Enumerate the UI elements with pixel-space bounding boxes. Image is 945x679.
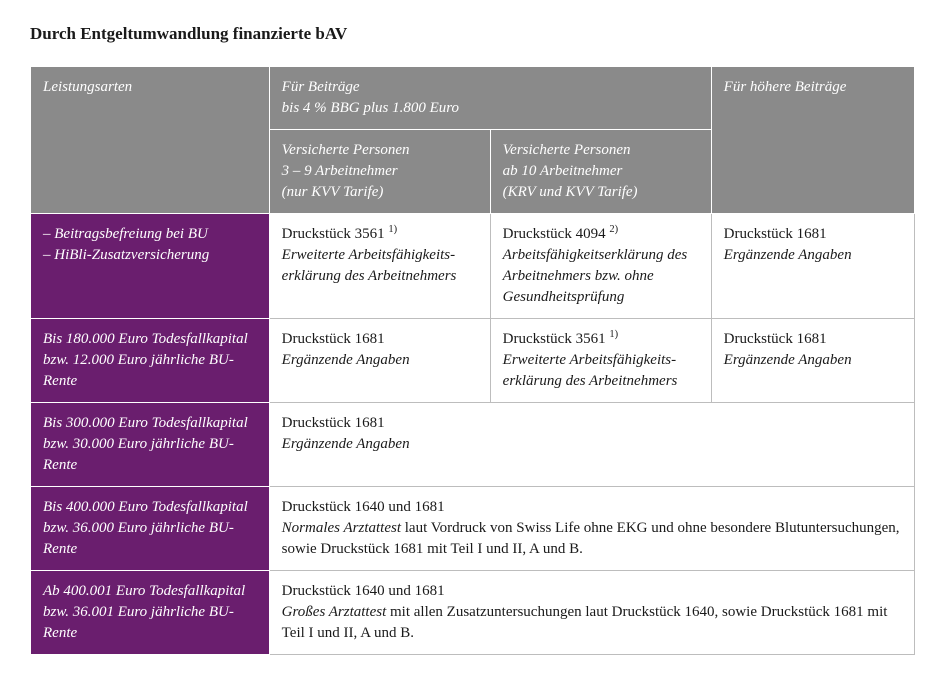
row-label: Bis 180.000 Euro Todesfall­kapital bzw. …: [31, 319, 270, 403]
table-row: Bis 300.000 Euro Todesfall­kapital bzw. …: [31, 403, 915, 487]
data-cell: Druckstück 1681Ergänzende Angaben: [711, 319, 914, 403]
data-cell: Druckstück 3561 1)Erweiterte Arbeitsfähi…: [490, 319, 711, 403]
data-cell: Druckstück 1681Ergänzende Angaben: [711, 214, 914, 319]
data-cell: Druckstück 3561 1)Erweiterte Arbeitsfähi…: [269, 214, 490, 319]
merged-cell: Druckstück 1681Ergänzende Angaben: [269, 403, 914, 487]
row-label: Bis 400.000 Euro Todesfall­kapital bzw. …: [31, 487, 270, 571]
row-label: – Beitragsbefreiung bei BU– HiBli-Zusatz…: [31, 214, 270, 319]
table-row: Bis 400.000 Euro Todesfall­kapital bzw. …: [31, 487, 915, 571]
data-cell: Druckstück 4094 2)Arbeitsfähigkeitserklä…: [490, 214, 711, 319]
table-body: – Beitragsbefreiung bei BU– HiBli-Zusatz…: [31, 214, 915, 655]
header-group1: Für Beiträgebis 4 % BBG plus 1.800 Euro: [269, 67, 711, 130]
bav-table: Leistungsarten Für Beiträgebis 4 % BBG p…: [30, 66, 915, 655]
row-label: Bis 300.000 Euro Todesfall­kapital bzw. …: [31, 403, 270, 487]
data-cell: Druckstück 1681Ergänzende Angaben: [269, 319, 490, 403]
table-row: – Beitragsbefreiung bei BU– HiBli-Zusatz…: [31, 214, 915, 319]
header-sub1: Versicherte Personen3 – 9 Arbeitnehmer(n…: [269, 130, 490, 214]
merged-cell: Druckstück 1640 und 1681Normales Arztatt…: [269, 487, 914, 571]
header-group2: Für höhere Beiträge: [711, 67, 914, 214]
table-row: Bis 180.000 Euro Todesfall­kapital bzw. …: [31, 319, 915, 403]
page-title: Durch Entgeltumwandlung finanzierte bAV: [30, 24, 915, 44]
header-leistungsarten: Leistungsarten: [31, 67, 270, 214]
header-sub2: Versicherte Personenab 10 Arbeitnehmer(K…: [490, 130, 711, 214]
merged-cell: Druckstück 1640 und 1681Großes Arztattes…: [269, 571, 914, 655]
table-row: Ab 400.001 Euro Todesfall­kapital bzw. 3…: [31, 571, 915, 655]
row-label: Ab 400.001 Euro Todesfall­kapital bzw. 3…: [31, 571, 270, 655]
